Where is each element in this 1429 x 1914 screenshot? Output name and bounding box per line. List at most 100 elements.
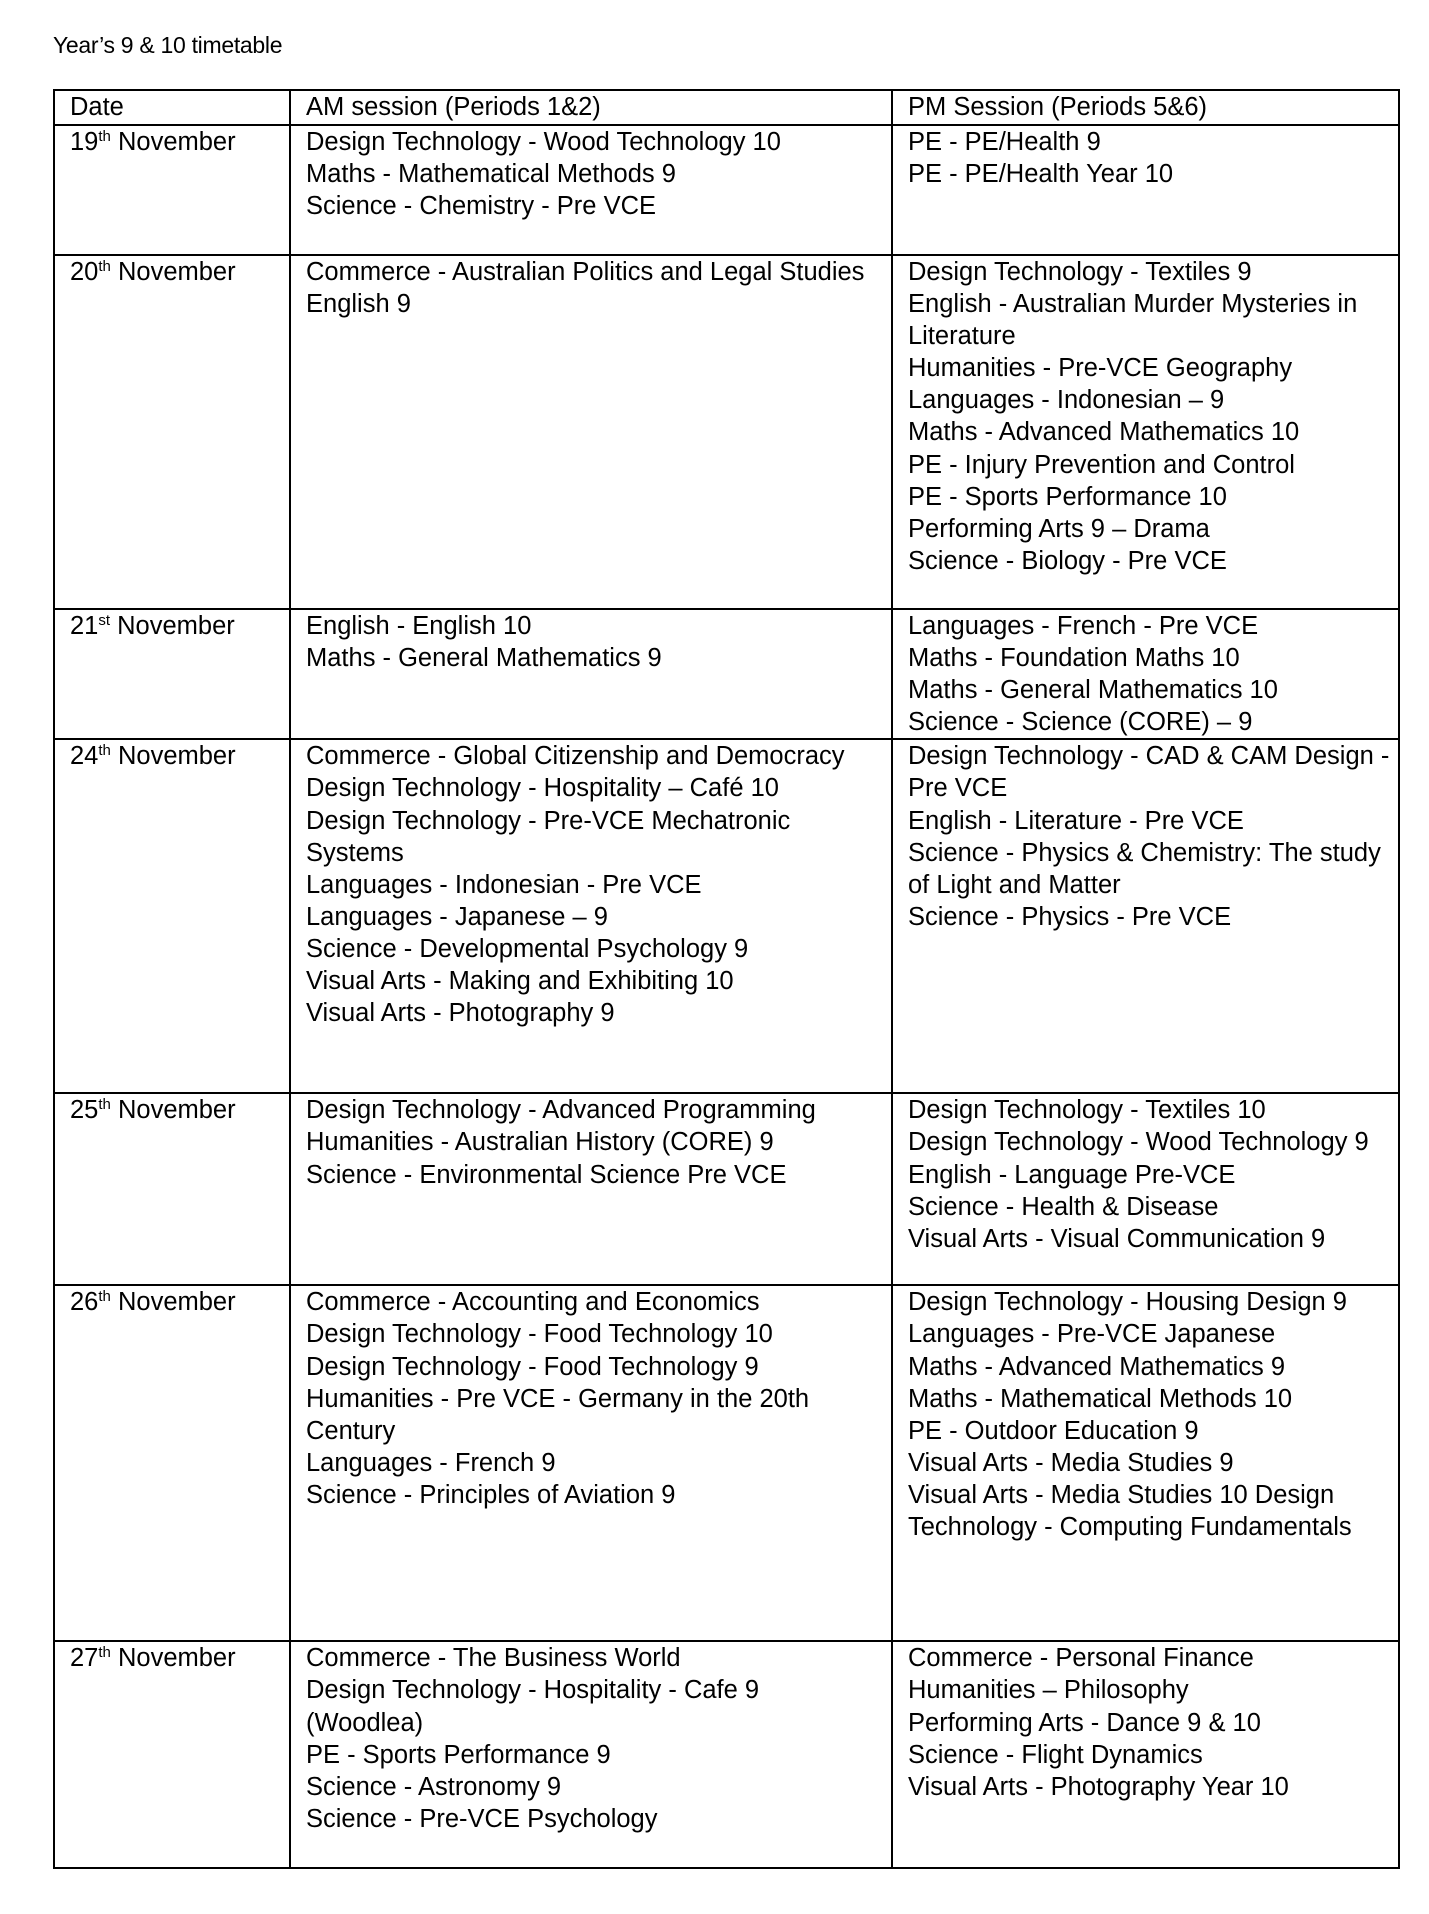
- date-suffix: th: [98, 1096, 111, 1114]
- subject-entry: PE - PE/Health 9: [908, 128, 1101, 156]
- am-session-cell: Commerce - Accounting and Economics Desig…: [289, 1284, 893, 1643]
- subject-entry: Maths - General Mathematics 10: [908, 676, 1278, 705]
- date-month: November: [110, 1096, 236, 1125]
- subject-entry: Maths - Mathematical Methods 9: [306, 160, 676, 189]
- pm-session-cell: Design Technology - Housing Design 9 Lang…: [891, 1284, 1400, 1643]
- subject-entry: Design Technology - CAD & CAM Design - P…: [908, 742, 1390, 803]
- am-session-cell: Commerce - Global Citizenship and Democr…: [289, 738, 893, 1095]
- subject-entry: Performing Arts - Dance 9 & 10: [908, 1708, 1261, 1737]
- subject-entry: Science - Environmental Science Pre VCE: [306, 1160, 787, 1189]
- subject-entry: Commerce - The Business World: [306, 1644, 681, 1673]
- header-pm-session: PM Session (Periods 5&6): [891, 89, 1400, 126]
- subject-entry: Maths - General Mathematics 9: [306, 644, 662, 673]
- date-day: 25: [70, 1096, 99, 1125]
- date-day: 24: [70, 742, 99, 771]
- subject-entry: Languages - French - Pre VCE: [908, 612, 1259, 640]
- date-day: 26: [70, 1288, 99, 1317]
- subject-entry: Design Technology - Textiles 9: [908, 258, 1252, 286]
- am-session-cell: Design Technology - Advanced Programming…: [289, 1092, 893, 1287]
- date-month: November: [110, 128, 236, 156]
- subject-entry: Science - Pre-VCE Psychology: [306, 1804, 658, 1833]
- subject-entry: Science - Astronomy 9: [306, 1772, 562, 1801]
- subject-entry: English - Language Pre-VCE: [908, 1160, 1236, 1189]
- subject-entry: Commerce - Australian Politics and Legal…: [306, 258, 865, 286]
- subject-entry: Languages - French 9: [306, 1448, 556, 1477]
- subject-entry: Design Technology - Food Technology 10: [306, 1320, 773, 1349]
- subject-entry: Maths - Advanced Mathematics 9: [908, 1352, 1286, 1381]
- am-session-cell: Commerce - Australian Politics and Legal…: [289, 254, 893, 610]
- subject-entry: PE - Sports Performance 10: [908, 482, 1227, 511]
- table-row: 24th November Commerce - Global Citizensh…: [53, 738, 1400, 1095]
- subject-entry: English - Australian Murder Mysteries in…: [908, 290, 1358, 351]
- date-suffix: th: [98, 128, 111, 145]
- subject-entry: PE - Injury Prevention and Control: [908, 450, 1295, 479]
- date-cell: 25th November: [53, 1092, 291, 1287]
- am-session-cell: Design Technology - Wood Technology 10 Ma…: [289, 124, 893, 256]
- subject-entry: Science - Principles of Aviation 9: [306, 1480, 676, 1509]
- subject-entry: Performing Arts 9 – Drama: [908, 514, 1210, 543]
- subject-entry: Design Technology - Pre-VCE Mechatronic …: [306, 806, 791, 867]
- subject-entry: Languages - Pre-VCE Japanese: [908, 1320, 1276, 1349]
- date-suffix: th: [98, 258, 111, 275]
- am-session-cell: Commerce - The Business World Design Tech…: [289, 1640, 893, 1870]
- subject-entry: Science - Chemistry - Pre VCE: [306, 192, 657, 221]
- subject-entry: Science - Physics & Chemistry: The study…: [908, 838, 1381, 899]
- pm-session-cell: Design Technology - Textiles 10 Design Te…: [891, 1092, 1400, 1287]
- subject-entry: English - English 10: [306, 612, 532, 640]
- am-session-cell: English - English 10 Maths - General Math…: [289, 607, 893, 741]
- subject-entry: Maths - Mathematical Methods 10: [908, 1384, 1293, 1413]
- subject-entry: Design Technology - Hospitality – Café 1…: [306, 774, 779, 803]
- date-day: 27: [70, 1644, 99, 1673]
- subject-entry: Humanities - Pre-VCE Geography: [908, 354, 1293, 383]
- subject-entry: Science - Science (CORE) – 9: [908, 708, 1253, 737]
- date-suffix: th: [98, 742, 111, 760]
- subject-entry: Design Technology - Food Technology 9: [306, 1352, 759, 1381]
- subject-entry: Maths - Foundation Maths 10: [908, 644, 1240, 673]
- subject-entry: Design Technology - Wood Technology 10: [306, 128, 781, 156]
- subject-entry: Science - Flight Dynamics: [908, 1740, 1203, 1769]
- date-month: November: [110, 612, 235, 640]
- subject-entry: English - Literature - Pre VCE: [908, 806, 1244, 835]
- subject-entry: Commerce - Global Citizenship and Democr…: [306, 742, 845, 771]
- subject-entry: Design Technology - Hospitality - Cafe 9…: [306, 1676, 760, 1737]
- subject-entry: Design Technology - Advanced Programming: [306, 1096, 816, 1125]
- date-cell: 21st November: [53, 607, 291, 741]
- subject-entry: Commerce - Personal Finance: [908, 1644, 1254, 1673]
- subject-entry: Humanities - Australian History (CORE) 9: [306, 1128, 774, 1157]
- date-cell: 26th November: [53, 1284, 291, 1643]
- subject-entry: Visual Arts - Making and Exhibiting 10: [306, 967, 734, 996]
- subject-entry: Maths - Advanced Mathematics 10: [908, 418, 1300, 447]
- header-am-session: AM session (Periods 1&2): [289, 89, 893, 126]
- subject-entry: Science - Physics - Pre VCE: [908, 902, 1232, 931]
- subject-entry: Design Technology - Housing Design 9: [908, 1288, 1347, 1317]
- subject-entry: Science - Health & Disease: [908, 1192, 1219, 1221]
- subject-entry: PE - Outdoor Education 9: [908, 1416, 1199, 1445]
- subject-entry: Visual Arts - Photography Year 10: [908, 1772, 1289, 1801]
- date-month: November: [110, 1288, 236, 1317]
- subject-entry: Humanities - Pre VCE - Germany in the 20…: [306, 1384, 810, 1445]
- subject-entry: Visual Arts - Visual Communication 9: [908, 1224, 1326, 1253]
- subject-entry: English 9: [306, 290, 411, 319]
- date-cell: 24th November: [53, 738, 291, 1095]
- date-cell: 20th November: [53, 254, 291, 610]
- pm-session-cell: Languages - French - Pre VCE Maths - Foun…: [891, 607, 1400, 741]
- date-month: November: [110, 742, 236, 771]
- date-month: November: [110, 258, 236, 286]
- subject-entry: Languages - Indonesian – 9: [908, 386, 1225, 415]
- table-row: 25th November Design Technology - Advance…: [53, 1092, 1400, 1287]
- date-day: 20: [70, 258, 99, 286]
- subject-entry: Languages - Indonesian - Pre VCE: [306, 870, 702, 899]
- date-suffix: th: [98, 1644, 111, 1662]
- date-cell: 19th November: [53, 124, 291, 256]
- subject-entry: Science - Biology - Pre VCE: [908, 546, 1227, 575]
- subject-entry: Design Technology - Wood Technology 9: [908, 1128, 1369, 1157]
- subject-entry: Visual Arts - Photography 9: [306, 999, 615, 1028]
- date-suffix: st: [98, 612, 111, 629]
- date-day: 19: [70, 128, 99, 156]
- pm-session-cell: Design Technology - Textiles 9 English - …: [891, 254, 1400, 610]
- subject-entry: Languages - Japanese – 9: [306, 902, 608, 931]
- table-row: 26th November Commerce - Accounting and E…: [53, 1284, 1400, 1643]
- subject-entry: PE - PE/Health Year 10: [908, 160, 1174, 189]
- header-row: Date AM session (Periods 1&2) PM Session…: [53, 89, 1400, 126]
- table-row: 20th November Commerce - Australian Polit…: [53, 254, 1400, 610]
